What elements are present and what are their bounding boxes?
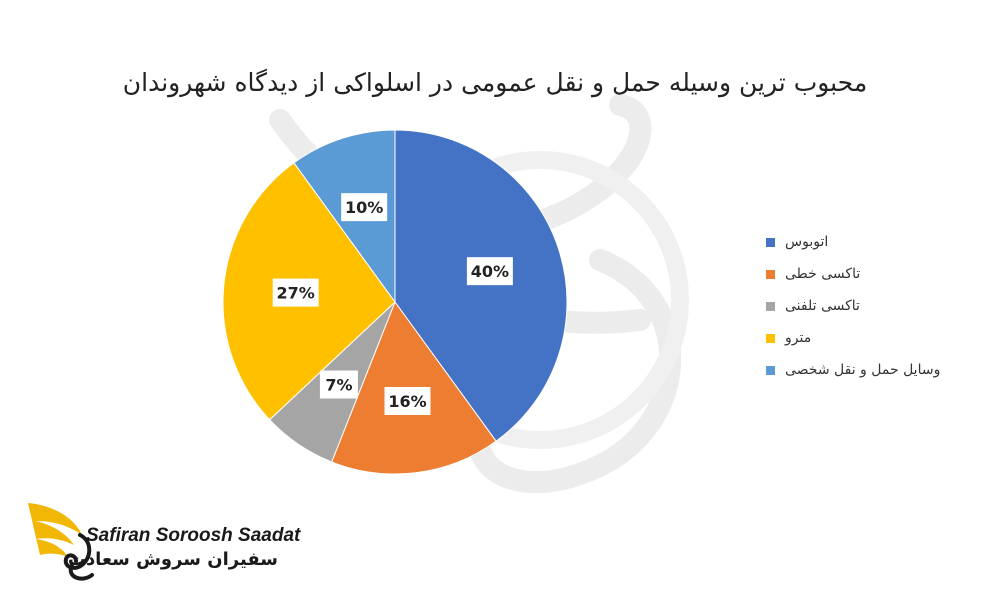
svg-text:7%: 7%	[325, 376, 352, 395]
svg-text:10%: 10%	[345, 198, 383, 217]
svg-text:27%: 27%	[277, 284, 315, 303]
logo-name-fa: سفیران سروش سعادت	[67, 549, 278, 570]
legend-label: تاکسی خطی	[785, 266, 861, 282]
pie-slice-1	[394, 129, 568, 442]
golden-wing-icon	[28, 503, 94, 581]
data-label-5: 10%	[341, 193, 388, 222]
svg-text:40%: 40%	[471, 262, 509, 281]
logo-name-en: Safiran Soroosh Saadat	[86, 525, 301, 546]
legend-item-2: تاکسی خطی	[766, 258, 986, 290]
legend-swatch	[766, 269, 775, 279]
legend-swatch	[766, 365, 775, 375]
svg-text:16%: 16%	[388, 392, 426, 411]
chart-legend: اتوبوس تاکسی خطی تاکسی تلفنی مترو وسایل حمل …	[766, 226, 986, 386]
legend-swatch	[766, 301, 775, 311]
legend-label: اتوبوس	[785, 234, 829, 250]
chart-title: محبوب ترین وسیله حمل و نقل عمومی در اسلو…	[122, 68, 868, 97]
data-label-3: 7%	[319, 370, 358, 399]
data-label-2: 16%	[384, 386, 431, 415]
legend-label: وسایل حمل و نقل شخصی	[785, 362, 941, 378]
legend-item-1: اتوبوس	[766, 226, 986, 258]
legend-label: تاکسی تلفنی	[785, 298, 860, 314]
legend-item-3: تاکسی تلفنی	[766, 290, 986, 322]
data-label-4: 27%	[272, 278, 319, 307]
company-logo: Safiran Soroosh Saadat سفیران سروش سعادت	[22, 495, 300, 585]
data-label-1: 40%	[466, 257, 513, 286]
legend-label: مترو	[785, 330, 812, 346]
legend-item-4: مترو	[766, 322, 986, 354]
legend-item-5: وسایل حمل و نقل شخصی	[766, 354, 986, 386]
legend-swatch	[766, 237, 775, 247]
legend-swatch	[766, 333, 775, 343]
